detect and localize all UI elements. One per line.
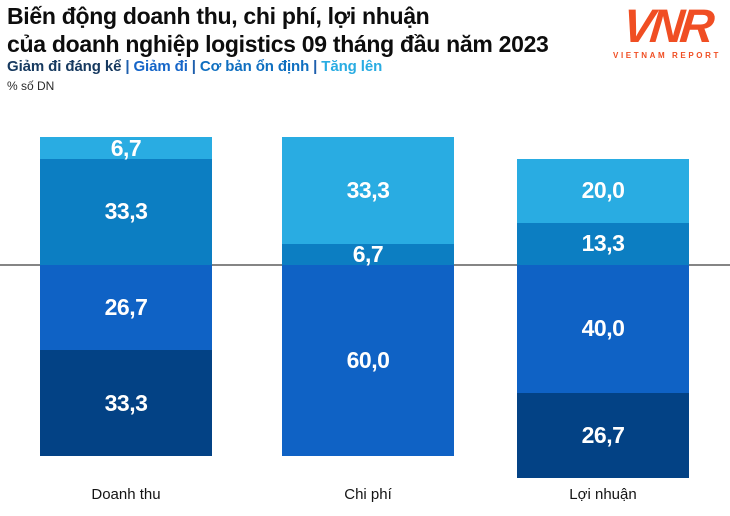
category-label: Doanh thu xyxy=(91,486,161,503)
segment-value-label: 33,3 xyxy=(346,177,390,203)
segment-value-label: 60,0 xyxy=(346,347,390,374)
segment-value-label: 33,3 xyxy=(104,198,148,225)
legend: Giảm đi đáng kể | Giảm đi | Cơ bản ổn định | T… xyxy=(7,58,607,75)
segment-value-label: 6,7 xyxy=(110,134,142,161)
bar-segment: 13,3 xyxy=(517,222,689,265)
segment-value-label: 13,3 xyxy=(581,230,625,257)
bar-segment: 33,3 xyxy=(40,158,212,265)
bar-2: 33,3 6,7 60,0 xyxy=(282,137,454,457)
bar-segment: 60,0 xyxy=(282,264,454,457)
segment-value-label: 20,0 xyxy=(581,177,625,204)
bar-3: 20,0 13,3 40,0 26,7 xyxy=(517,158,689,478)
logo-wordmark: VIETNAM REPORT xyxy=(613,51,721,60)
bar-segment: 6,7 xyxy=(40,135,212,161)
segment-value-label: 33,3 xyxy=(104,389,148,416)
category-label: Chi phí xyxy=(344,486,392,503)
legend-separator: | xyxy=(191,58,196,75)
bar-segment: 33,3 xyxy=(40,350,212,457)
title-line-2: của doanh nghiệp logistics 09 tháng đầu … xyxy=(7,31,549,57)
bar-segment: 6,7 xyxy=(282,240,454,267)
segment-value-label: 26,7 xyxy=(104,294,148,321)
bar-segment: 20,0 xyxy=(517,158,689,223)
axis-unit-label: % số DN xyxy=(7,79,55,93)
legend-separator: | xyxy=(313,58,318,75)
legend-item: Giảm đi đáng kể xyxy=(7,58,122,75)
title-line-1: Biến động doanh thu, chi phí, lợi nhuận xyxy=(7,3,430,29)
segment-value-label: 26,7 xyxy=(581,421,625,448)
legend-separator: | xyxy=(125,58,130,75)
bar-1: 6,7 33,3 26,7 33,3 xyxy=(40,135,212,457)
segment-value-label: 6,7 xyxy=(352,240,384,267)
category-label: Lợi nhuận xyxy=(569,486,637,503)
bar-segment: 26,7 xyxy=(40,264,212,351)
segment-value-label: 40,0 xyxy=(581,315,625,342)
vietnam-report-logo: VNR VIETNAM REPORT xyxy=(608,0,726,60)
bar-segment: 40,0 xyxy=(517,264,689,393)
bar-segment: 26,7 xyxy=(517,392,689,478)
legend-item: Tăng lên xyxy=(321,58,383,75)
legend-item: Cơ bản ổn định xyxy=(199,58,310,75)
page-title: Biến động doanh thu, chi phí, lợi nhuận … xyxy=(7,2,607,58)
legend-item: Giảm đi xyxy=(133,58,188,75)
bar-segment: 33,3 xyxy=(282,137,454,244)
